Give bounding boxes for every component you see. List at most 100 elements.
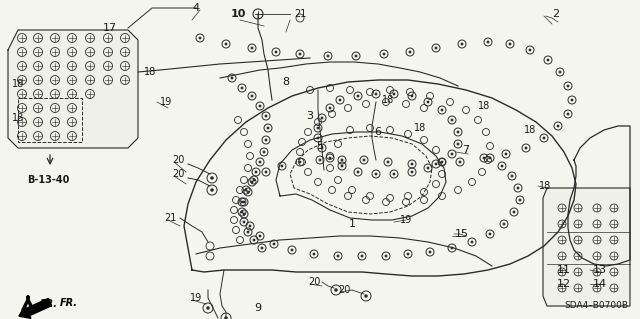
- Circle shape: [328, 157, 332, 160]
- Circle shape: [488, 233, 492, 235]
- Text: 8: 8: [282, 77, 289, 87]
- Text: 18: 18: [382, 95, 394, 105]
- Circle shape: [319, 159, 321, 161]
- Circle shape: [264, 115, 268, 117]
- Text: 20: 20: [172, 155, 184, 165]
- Text: 18: 18: [144, 67, 156, 77]
- Circle shape: [321, 117, 323, 119]
- Circle shape: [224, 316, 228, 319]
- Circle shape: [355, 55, 357, 57]
- Circle shape: [518, 199, 522, 201]
- Circle shape: [259, 160, 261, 163]
- Circle shape: [312, 253, 316, 256]
- Circle shape: [440, 160, 444, 163]
- Circle shape: [211, 176, 214, 180]
- Circle shape: [411, 95, 413, 97]
- Circle shape: [243, 212, 245, 215]
- Circle shape: [340, 165, 344, 167]
- Circle shape: [392, 173, 396, 175]
- Text: 19: 19: [160, 97, 172, 107]
- Circle shape: [251, 181, 253, 183]
- Circle shape: [337, 255, 339, 257]
- Circle shape: [456, 143, 460, 145]
- Circle shape: [440, 108, 444, 111]
- Circle shape: [225, 43, 227, 45]
- Circle shape: [385, 255, 387, 257]
- Text: 11: 11: [557, 265, 571, 275]
- Circle shape: [504, 152, 508, 155]
- Circle shape: [451, 247, 453, 249]
- Circle shape: [241, 201, 243, 204]
- Circle shape: [275, 51, 277, 53]
- Text: 18: 18: [524, 125, 536, 135]
- Circle shape: [264, 171, 268, 174]
- Text: 19: 19: [190, 293, 202, 303]
- Circle shape: [516, 187, 520, 189]
- Circle shape: [356, 95, 360, 97]
- Text: 2: 2: [552, 9, 559, 19]
- Circle shape: [459, 160, 461, 163]
- Circle shape: [461, 43, 463, 45]
- Circle shape: [211, 188, 214, 192]
- Circle shape: [251, 95, 253, 97]
- Circle shape: [392, 93, 396, 95]
- Circle shape: [243, 221, 245, 223]
- Circle shape: [255, 171, 257, 174]
- Text: B-13-40: B-13-40: [27, 175, 69, 185]
- Circle shape: [360, 255, 364, 257]
- Circle shape: [328, 107, 332, 109]
- Circle shape: [246, 231, 250, 234]
- Circle shape: [571, 99, 573, 101]
- Circle shape: [253, 179, 255, 182]
- Circle shape: [488, 157, 492, 160]
- Circle shape: [486, 41, 490, 43]
- Circle shape: [356, 171, 360, 174]
- Circle shape: [566, 113, 570, 115]
- Circle shape: [339, 99, 341, 101]
- Circle shape: [411, 163, 413, 165]
- Text: 1: 1: [349, 219, 355, 229]
- Circle shape: [267, 127, 269, 130]
- Circle shape: [340, 159, 344, 161]
- Circle shape: [566, 85, 570, 87]
- Circle shape: [383, 53, 385, 56]
- Circle shape: [406, 253, 410, 256]
- Circle shape: [435, 163, 437, 165]
- Circle shape: [559, 70, 561, 73]
- Text: 20: 20: [338, 285, 350, 295]
- Circle shape: [456, 130, 460, 133]
- Text: SDA4–B0700B: SDA4–B0700B: [564, 301, 628, 310]
- Text: FR.: FR.: [40, 299, 58, 309]
- Circle shape: [429, 251, 431, 253]
- Text: 14: 14: [593, 279, 607, 289]
- Text: 20: 20: [172, 169, 184, 179]
- Text: 3: 3: [307, 111, 314, 121]
- Circle shape: [299, 160, 301, 163]
- Circle shape: [557, 125, 559, 127]
- Circle shape: [435, 47, 437, 49]
- Circle shape: [241, 86, 243, 89]
- Circle shape: [364, 294, 368, 298]
- Bar: [18, 98, 82, 142]
- Circle shape: [262, 151, 266, 153]
- Text: 20: 20: [308, 277, 320, 287]
- Circle shape: [260, 247, 264, 249]
- Text: 13: 13: [593, 265, 607, 275]
- Circle shape: [241, 211, 243, 213]
- Circle shape: [253, 239, 255, 241]
- Circle shape: [317, 127, 319, 130]
- Circle shape: [408, 51, 412, 53]
- Circle shape: [198, 37, 202, 40]
- Text: 18: 18: [539, 181, 551, 191]
- Text: 18: 18: [12, 113, 24, 123]
- Text: 17: 17: [103, 23, 117, 33]
- Circle shape: [251, 47, 253, 49]
- Circle shape: [326, 55, 330, 57]
- Text: 7: 7: [463, 145, 470, 155]
- Circle shape: [299, 53, 301, 56]
- Polygon shape: [543, 188, 630, 306]
- Circle shape: [280, 165, 284, 167]
- FancyArrow shape: [19, 298, 52, 318]
- Circle shape: [509, 43, 511, 45]
- Circle shape: [451, 152, 453, 155]
